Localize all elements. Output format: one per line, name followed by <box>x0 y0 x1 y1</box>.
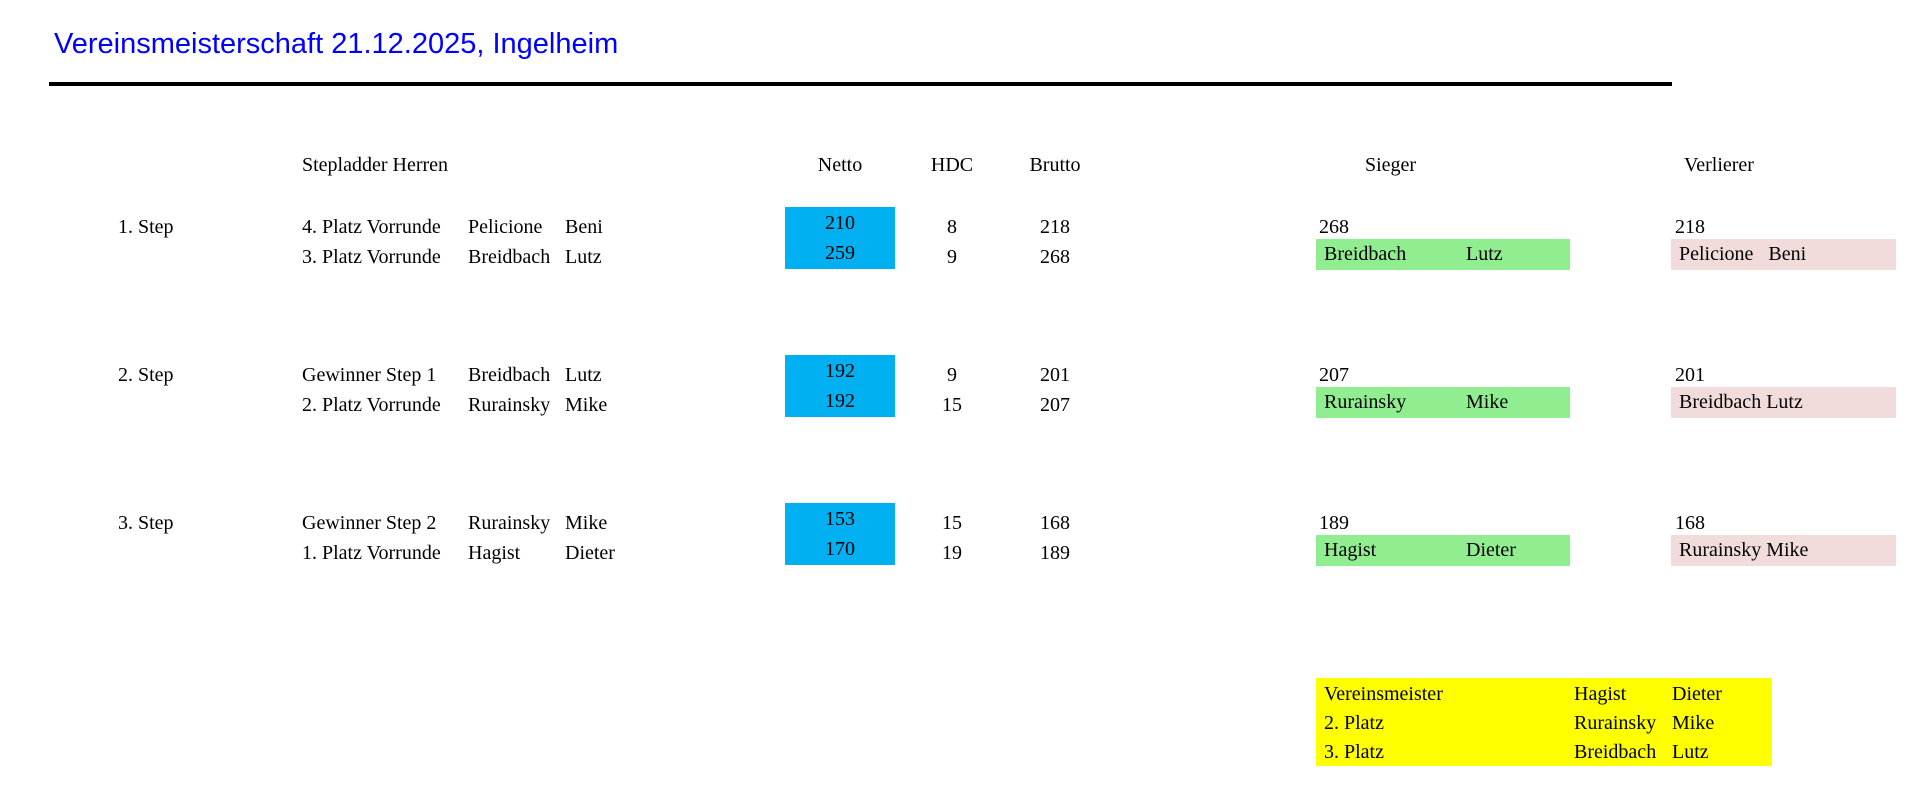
sieger-surname: Rurainsky <box>1324 391 1407 413</box>
verlierer-score: 168 <box>1675 512 1705 534</box>
final-standings-row: 3. Platz Breidbach Lutz <box>1316 738 1772 767</box>
step-block-3: 3. Step Gewinner Step 2 Rurainsky Mike 1… <box>0 503 1920 608</box>
netto-score-box: 192 192 <box>785 355 895 417</box>
step-label: 2. Step <box>118 364 174 386</box>
column-header-netto: Netto <box>817 154 863 176</box>
sieger-score: 189 <box>1319 512 1349 534</box>
final-standings-box: Vereinsmeister Hagist Dieter 2. Platz Ru… <box>1316 678 1772 766</box>
hdc-value: 8 <box>947 216 957 238</box>
step-label: 3. Step <box>118 512 174 534</box>
netto-value: 259 <box>825 242 855 264</box>
brutto-value: 218 <box>1040 216 1070 238</box>
player-firstname: Lutz <box>565 246 602 268</box>
column-header-group: Stepladder Herren <box>302 154 449 176</box>
step-block-1: 1. Step 4. Platz Vorrunde Pelicione Beni… <box>0 207 1920 312</box>
final-firstname: Lutz <box>1672 741 1709 763</box>
netto-value: 153 <box>825 508 855 530</box>
brutto-value: 168 <box>1040 512 1070 534</box>
match-row-description: 2. Platz Vorrunde <box>302 394 441 416</box>
netto-value: 170 <box>825 538 855 560</box>
player-firstname: Beni <box>565 216 603 238</box>
hdc-value: 15 <box>942 394 962 416</box>
column-header-hdc: HDC <box>930 154 974 176</box>
brutto-value: 201 <box>1040 364 1070 386</box>
hdc-value: 19 <box>942 542 962 564</box>
sieger-score: 268 <box>1319 216 1349 238</box>
sieger-score: 207 <box>1319 364 1349 386</box>
step-block-2: 2. Step Gewinner Step 1 Breidbach Lutz 2… <box>0 355 1920 460</box>
column-header-verlierer: Verlierer <box>1684 154 1754 176</box>
verlierer-score: 201 <box>1675 364 1705 386</box>
player-surname: Breidbach <box>468 364 551 386</box>
player-surname: Rurainsky <box>468 394 551 416</box>
column-header-sieger: Sieger <box>1365 154 1417 176</box>
verlierer-name: Rurainsky Mike <box>1679 539 1809 561</box>
sieger-name-box: Hagist Dieter <box>1316 535 1570 566</box>
verlierer-score: 218 <box>1675 216 1705 238</box>
sieger-surname: Hagist <box>1324 539 1377 561</box>
netto-score-box: 210 259 <box>785 207 895 269</box>
final-firstname: Dieter <box>1672 683 1722 705</box>
sieger-name-box: Breidbach Lutz <box>1316 239 1570 270</box>
column-header-brutto: Brutto <box>1029 154 1081 176</box>
brutto-value: 268 <box>1040 246 1070 268</box>
player-firstname: Mike <box>565 512 608 534</box>
brutto-value: 189 <box>1040 542 1070 564</box>
player-surname: Breidbach <box>468 246 551 268</box>
sieger-surname: Breidbach <box>1324 243 1407 265</box>
hdc-value: 9 <box>947 246 957 268</box>
final-surname: Breidbach <box>1574 741 1657 763</box>
sieger-firstname: Lutz <box>1466 243 1503 265</box>
step-label: 1. Step <box>118 216 174 238</box>
final-surname: Hagist <box>1574 683 1627 705</box>
final-rank-label: 2. Platz <box>1324 712 1384 734</box>
netto-value: 192 <box>825 390 855 412</box>
final-standings-row: 2. Platz Rurainsky Mike <box>1316 709 1772 738</box>
hdc-value: 15 <box>942 512 962 534</box>
sieger-name-box: Rurainsky Mike <box>1316 387 1570 418</box>
match-row-description: Gewinner Step 2 <box>302 512 437 534</box>
netto-score-box: 153 170 <box>785 503 895 565</box>
final-standings-row: Vereinsmeister Hagist Dieter <box>1316 680 1772 709</box>
player-firstname: Dieter <box>565 542 615 564</box>
column-header-row: Stepladder Herren Netto HDC Brutto Siege… <box>0 150 1920 180</box>
match-row-description: 3. Platz Vorrunde <box>302 246 441 268</box>
verlierer-name: Breidbach Lutz <box>1679 391 1803 413</box>
player-surname: Rurainsky <box>468 512 551 534</box>
title-underline <box>49 82 1672 86</box>
final-rank-label: Vereinsmeister <box>1324 683 1443 705</box>
player-firstname: Lutz <box>565 364 602 386</box>
sieger-firstname: Mike <box>1466 391 1509 413</box>
verlierer-name: Pelicione Beni <box>1679 243 1807 265</box>
match-row-description: 1. Platz Vorrunde <box>302 542 441 564</box>
sieger-firstname: Dieter <box>1466 539 1516 561</box>
final-surname: Rurainsky <box>1574 712 1657 734</box>
hdc-value: 9 <box>947 364 957 386</box>
verlierer-name-box: Pelicione Beni <box>1671 239 1896 270</box>
final-rank-label: 3. Platz <box>1324 741 1384 763</box>
netto-value: 210 <box>825 212 855 234</box>
match-row-description: Gewinner Step 1 <box>302 364 437 386</box>
page-title: Vereinsmeisterschaft 21.12.2025, Ingelhe… <box>54 28 619 60</box>
player-surname: Hagist <box>468 542 521 564</box>
match-row-description: 4. Platz Vorrunde <box>302 216 441 238</box>
netto-value: 192 <box>825 360 855 382</box>
player-firstname: Mike <box>565 394 608 416</box>
player-surname: Pelicione <box>468 216 543 238</box>
verlierer-name-box: Rurainsky Mike <box>1671 535 1896 566</box>
final-firstname: Mike <box>1672 712 1715 734</box>
verlierer-name-box: Breidbach Lutz <box>1671 387 1896 418</box>
brutto-value: 207 <box>1040 394 1070 416</box>
